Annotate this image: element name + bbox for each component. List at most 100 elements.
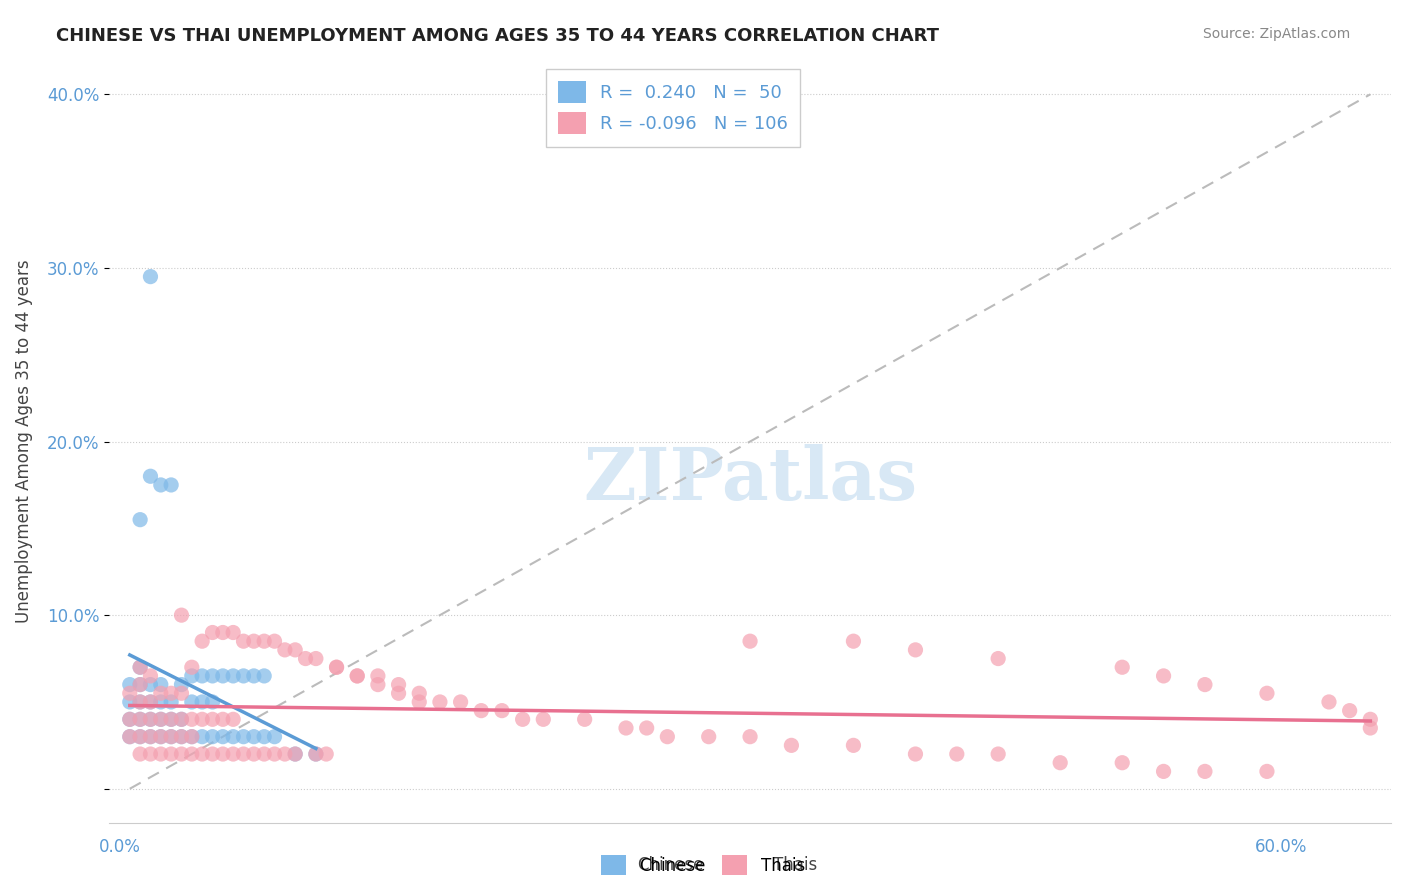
Point: [222, 712, 245, 726]
Point: [325, 660, 347, 674]
Point: [1317, 695, 1340, 709]
Point: [253, 634, 276, 648]
Point: [118, 686, 141, 700]
Point: [160, 695, 183, 709]
Point: [180, 712, 202, 726]
Point: [450, 695, 472, 709]
Point: [1049, 756, 1071, 770]
Point: [284, 643, 307, 657]
Point: [946, 747, 969, 761]
Point: [129, 513, 152, 527]
Point: [232, 730, 254, 744]
Point: [842, 634, 865, 648]
Point: [180, 695, 202, 709]
Point: [180, 660, 202, 674]
Point: [201, 625, 224, 640]
Text: Source: ZipAtlas.com: Source: ZipAtlas.com: [1202, 27, 1350, 41]
Point: [657, 730, 679, 744]
Point: [149, 478, 172, 492]
Point: [491, 704, 513, 718]
Point: [1360, 721, 1382, 735]
Point: [1339, 704, 1361, 718]
Point: [201, 669, 224, 683]
Point: [118, 712, 141, 726]
Point: [129, 695, 152, 709]
Point: [232, 669, 254, 683]
Point: [139, 695, 162, 709]
Point: [201, 712, 224, 726]
Point: [129, 677, 152, 691]
Text: 60.0%: 60.0%: [1256, 838, 1308, 855]
Point: [614, 721, 637, 735]
Point: [139, 730, 162, 744]
Point: [408, 695, 430, 709]
Text: Thais: Thais: [773, 855, 817, 873]
Point: [512, 712, 534, 726]
Point: [284, 747, 307, 761]
Point: [170, 686, 193, 700]
Point: [180, 747, 202, 761]
Point: [139, 730, 162, 744]
Point: [636, 721, 658, 735]
Text: CHINESE VS THAI UNEMPLOYMENT AMONG AGES 35 TO 44 YEARS CORRELATION CHART: CHINESE VS THAI UNEMPLOYMENT AMONG AGES …: [56, 27, 939, 45]
Point: [987, 747, 1010, 761]
Point: [294, 651, 316, 665]
Point: [232, 634, 254, 648]
Point: [129, 730, 152, 744]
Point: [118, 730, 141, 744]
Point: [139, 677, 162, 691]
Point: [139, 695, 162, 709]
Point: [222, 747, 245, 761]
Point: [253, 747, 276, 761]
Point: [387, 686, 409, 700]
Point: [263, 634, 285, 648]
Point: [1256, 764, 1278, 779]
Point: [129, 660, 152, 674]
Point: [243, 730, 266, 744]
Point: [305, 651, 328, 665]
Point: [531, 712, 554, 726]
Point: [253, 730, 276, 744]
Point: [160, 478, 183, 492]
Point: [129, 677, 152, 691]
Point: [129, 695, 152, 709]
Point: [170, 608, 193, 623]
Point: [170, 677, 193, 691]
Point: [842, 739, 865, 753]
Point: [180, 730, 202, 744]
Point: [263, 730, 285, 744]
Point: [160, 730, 183, 744]
Point: [118, 677, 141, 691]
Point: [222, 625, 245, 640]
Point: [139, 712, 162, 726]
Point: [284, 747, 307, 761]
Point: [1111, 756, 1133, 770]
Legend: R =  0.240   N =  50, R = -0.096   N = 106: R = 0.240 N = 50, R = -0.096 N = 106: [546, 69, 800, 147]
Point: [305, 747, 328, 761]
Point: [149, 747, 172, 761]
Point: [160, 730, 183, 744]
Point: [367, 669, 389, 683]
Point: [211, 669, 233, 683]
Point: [149, 712, 172, 726]
Point: [118, 712, 141, 726]
Point: [191, 669, 214, 683]
Point: [139, 469, 162, 483]
Point: [315, 747, 337, 761]
Point: [180, 730, 202, 744]
Point: [149, 677, 172, 691]
Point: [243, 634, 266, 648]
Point: [211, 730, 233, 744]
Point: [222, 730, 245, 744]
Point: [1111, 660, 1133, 674]
Point: [118, 695, 141, 709]
Point: [738, 634, 761, 648]
Point: [139, 747, 162, 761]
Point: [191, 634, 214, 648]
Point: [1256, 686, 1278, 700]
Point: [139, 269, 162, 284]
Point: [191, 712, 214, 726]
Point: [1153, 669, 1175, 683]
Point: [129, 730, 152, 744]
Point: [387, 677, 409, 691]
